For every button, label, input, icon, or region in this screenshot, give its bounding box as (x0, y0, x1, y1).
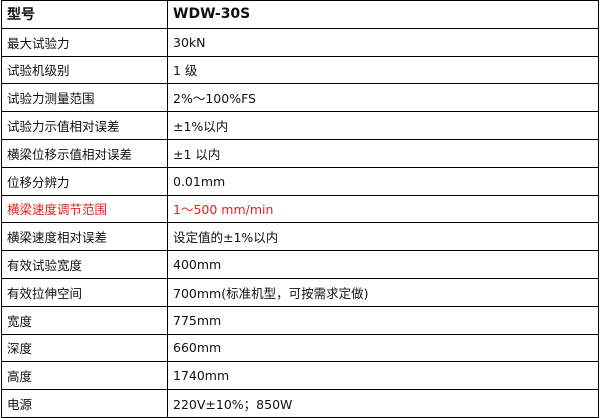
spec-value: 775mm (167, 305, 599, 335)
spec-value: 220V±10%；850W (167, 389, 599, 418)
spec-label: 宽度 (1, 305, 168, 335)
spec-value: 700mm(标准机型，可按需求定做) (167, 277, 599, 307)
spec-value: 设定值的±1%以内 (167, 222, 599, 252)
spec-value: 30kN (167, 27, 599, 57)
table-row: 横梁速度调节范围 1～500 mm/min (1, 194, 599, 224)
spec-value: 1～500 mm/min (167, 194, 599, 224)
spec-label: 横梁速度相对误差 (1, 222, 168, 252)
table-row: 试验力示值相对误差 ±1%以内 (1, 111, 599, 140)
table-row: 位移分辨力 0.01mm (1, 166, 599, 196)
table-row: 电源 220V±10%；850W (1, 389, 599, 418)
spec-label: 试验力示值相对误差 (1, 111, 168, 140)
spec-label: 位移分辨力 (1, 166, 168, 196)
spec-value: ±1%以内 (167, 111, 599, 140)
table-row: 最大试验力 30kN (1, 27, 599, 57)
spec-value: 660mm (167, 333, 599, 363)
spec-value: 1740mm (167, 361, 599, 391)
spec-label: 有效拉伸空间 (1, 277, 168, 307)
spec-label: 横梁速度调节范围 (1, 194, 168, 224)
table-row: 试验机级别 1 级 (1, 55, 599, 85)
spec-value: 2%～100%FS (167, 83, 599, 113)
spec-value: 1 级 (167, 55, 599, 85)
spec-value: 0.01mm (167, 166, 599, 196)
spec-value: 400mm (167, 250, 599, 279)
table-row: 有效拉伸空间 700mm(标准机型，可按需求定做) (1, 277, 599, 307)
table-row: 横梁位移示值相对误差 ±1 以内 (1, 138, 599, 168)
spec-label: 高度 (1, 361, 168, 391)
spec-label: 最大试验力 (1, 27, 168, 57)
header-value: WDW-30S (167, 0, 599, 29)
spec-label: 有效试验宽度 (1, 250, 168, 279)
spec-label: 横梁位移示值相对误差 (1, 138, 168, 168)
header-label: 型号 (1, 0, 168, 29)
table-row: 高度 1740mm (1, 361, 599, 391)
table-header-row: 型号 WDW-30S (1, 0, 599, 29)
spec-label: 试验力测量范围 (1, 83, 168, 113)
table-row: 深度 660mm (1, 333, 599, 363)
spec-label: 深度 (1, 333, 168, 363)
table-row: 有效试验宽度 400mm (1, 250, 599, 279)
spec-label: 电源 (1, 389, 168, 418)
table-row: 横梁速度相对误差 设定值的±1%以内 (1, 222, 599, 252)
table-row: 试验力测量范围 2%～100%FS (1, 83, 599, 113)
spec-value: ±1 以内 (167, 138, 599, 168)
spec-label: 试验机级别 (1, 55, 168, 85)
table-row: 宽度 775mm (1, 305, 599, 335)
